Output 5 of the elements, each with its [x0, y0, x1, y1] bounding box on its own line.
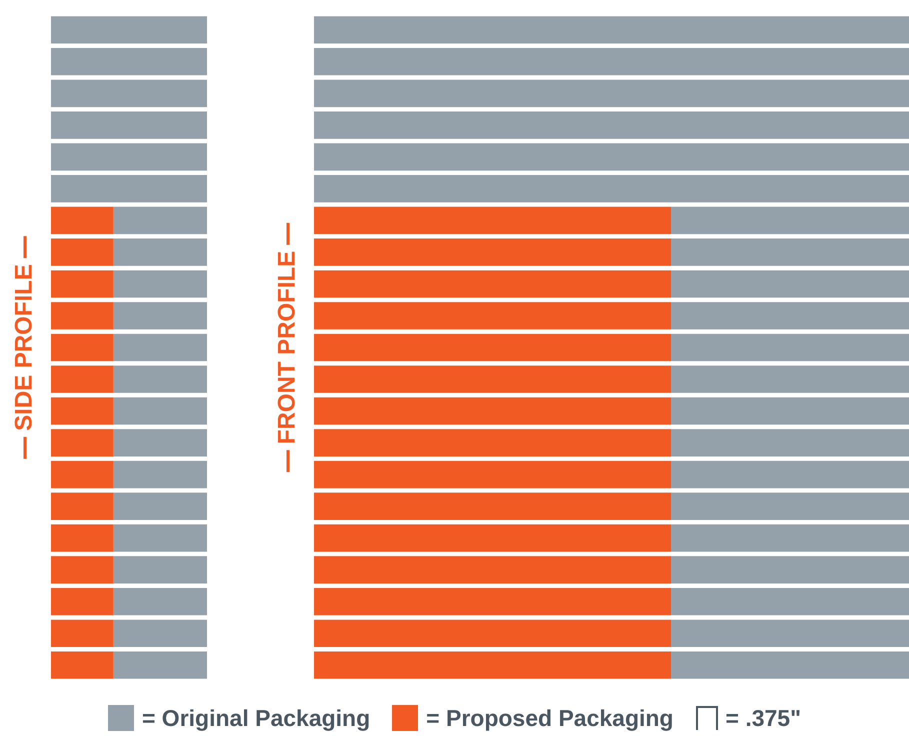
text: = .375": [726, 704, 801, 732]
legend-label: = Original Packaging: [142, 704, 370, 732]
legend-label: = Proposed Packaging: [426, 704, 674, 732]
text: FRONT PROFILE: [274, 250, 301, 444]
text: SIDE PROFILE: [10, 264, 38, 431]
